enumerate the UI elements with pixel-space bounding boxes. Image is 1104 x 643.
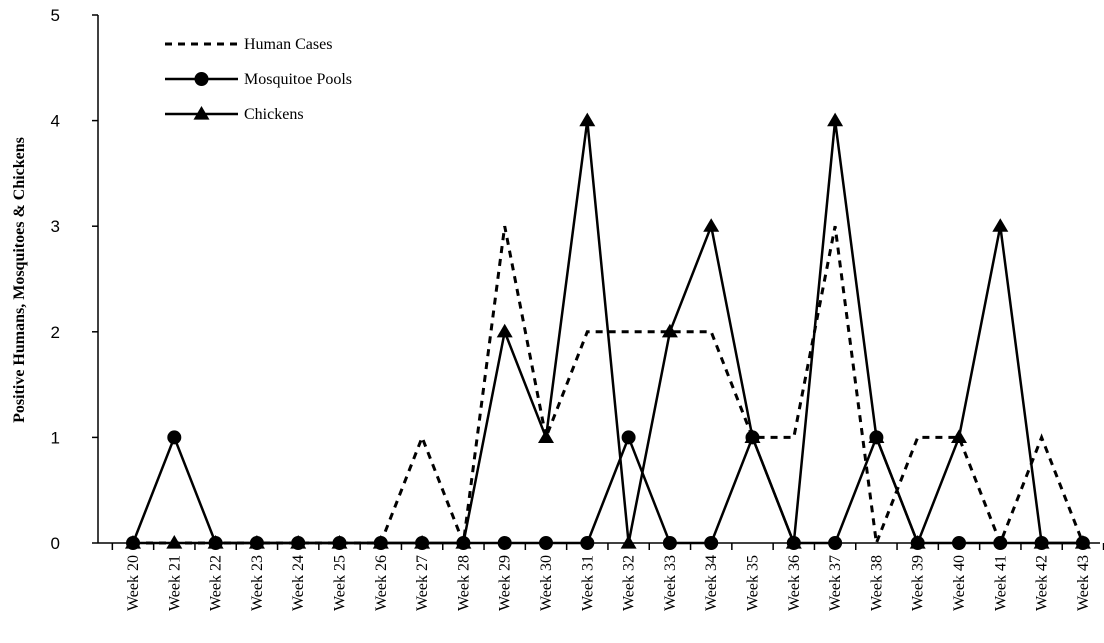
- y-axis-ticks: 0 1 2 3 4 5: [51, 6, 98, 553]
- data-point-chickens: [951, 429, 967, 443]
- data-point-chickens: [620, 535, 637, 549]
- y-tick-label: 0: [51, 534, 60, 553]
- x-tick-label: Week 27: [414, 555, 431, 611]
- x-tick-label: Week 32: [621, 555, 638, 611]
- y-tick-label: 4: [51, 112, 60, 131]
- legend-item-chickens: Chickens: [165, 106, 304, 123]
- x-tick-label: Week 26: [373, 555, 390, 611]
- x-tick-label: Week 39: [910, 555, 927, 611]
- x-tick-label: Week 35: [745, 555, 762, 611]
- y-tick-label: 3: [51, 217, 60, 236]
- data-point-chickens: [538, 429, 554, 443]
- x-tick-label: Week 28: [455, 555, 472, 611]
- x-tick-label: Week 38: [868, 555, 885, 611]
- data-point-chickens: [744, 429, 761, 443]
- data-point-chickens: [661, 323, 678, 338]
- data-point-mosquitoe-pools: [704, 536, 719, 550]
- series-line-human-cases: [133, 225, 1085, 548]
- data-point-chickens: [1074, 535, 1091, 549]
- data-point-mosquitoe-pools: [662, 536, 677, 550]
- legend-label-human-cases: Human Cases: [244, 36, 332, 53]
- data-point-chickens: [331, 535, 348, 549]
- data-point-chickens: [455, 535, 472, 549]
- data-point-chickens: [579, 112, 596, 127]
- data-point-chickens: [248, 535, 265, 549]
- x-tick-label: Week 25: [332, 555, 349, 611]
- x-tick-label: Week 43: [1075, 555, 1092, 611]
- series-human-cases: [133, 225, 1085, 548]
- x-tick-label: Week 37: [827, 555, 844, 611]
- x-tick-label: Week 21: [166, 555, 183, 611]
- data-point-mosquitoe-pools: [539, 536, 553, 550]
- x-tick-label: Week 42: [1034, 555, 1051, 611]
- y-tick-label: 2: [51, 323, 60, 342]
- data-point-mosquitoe-pools: [621, 430, 636, 445]
- data-point-mosquitoe-pools: [580, 536, 595, 550]
- legend-label-mosquitoe-pools: Mosquitoe Pools: [244, 71, 352, 88]
- data-point-chickens: [125, 535, 141, 549]
- series-layer: [125, 112, 1091, 550]
- data-point-chickens: [703, 218, 720, 232]
- x-tick-label: Week 24: [290, 555, 307, 611]
- y-tick-label: 5: [51, 6, 60, 25]
- data-point-chickens: [166, 535, 183, 549]
- y-tick-label: 1: [51, 428, 60, 447]
- data-point-chickens: [414, 535, 431, 549]
- legend-marker-chickens: [193, 106, 210, 120]
- data-point-chickens: [909, 535, 926, 549]
- legend: Human Cases Mosquitoe Pools Chickens: [165, 36, 352, 123]
- x-tick-label: Week 23: [249, 555, 266, 611]
- series-mosquitoe-pools: [126, 430, 1090, 550]
- data-point-chickens: [372, 535, 389, 549]
- data-point-mosquitoe-pools: [993, 536, 1008, 550]
- data-point-mosquitoe-pools: [167, 430, 182, 445]
- data-point-mosquitoe-pools: [952, 536, 966, 550]
- legend-item-human-cases: Human Cases: [165, 36, 332, 53]
- legend-item-mosquitoe-pools: Mosquitoe Pools: [165, 71, 352, 88]
- series-line-chickens: [133, 120, 1083, 547]
- data-point-chickens: [496, 323, 513, 338]
- series-line-mosquitoe-pools: [131, 433, 1083, 545]
- x-tick-label: Week 34: [703, 555, 720, 611]
- x-tick-label: Week 41: [992, 555, 1009, 611]
- data-point-chickens: [992, 218, 1009, 232]
- data-point-chickens: [785, 535, 802, 549]
- x-tick-label: Week 20: [125, 555, 142, 611]
- x-axis-ticks: Week 20 Week 21 Week 22 Week 23 Week 24 Week …: [111, 543, 1104, 611]
- x-tick-label: Week 36: [786, 555, 803, 611]
- data-point-chickens: [1033, 535, 1050, 549]
- y-axis-label: Positive Humans, Mosquitoes & Chickens: [11, 137, 28, 423]
- data-point-chickens: [868, 429, 885, 443]
- data-point-chickens: [207, 535, 224, 549]
- series-chickens: [125, 112, 1091, 549]
- x-tick-label: Week 33: [662, 555, 679, 611]
- data-point-mosquitoe-pools: [828, 536, 843, 550]
- data-point-chickens: [290, 535, 307, 549]
- data-point-chickens: [827, 112, 844, 127]
- legend-marker-mosquitoe-pools: [194, 72, 209, 86]
- x-tick-label: Week 22: [208, 555, 225, 611]
- legend-label-chickens: Chickens: [244, 106, 304, 123]
- x-tick-label: Week 31: [579, 555, 596, 611]
- data-point-mosquitoe-pools: [497, 536, 512, 550]
- x-tick-label: Week 40: [951, 555, 968, 611]
- x-tick-label: Week 29: [497, 555, 514, 611]
- x-tick-label: Week 30: [538, 555, 555, 611]
